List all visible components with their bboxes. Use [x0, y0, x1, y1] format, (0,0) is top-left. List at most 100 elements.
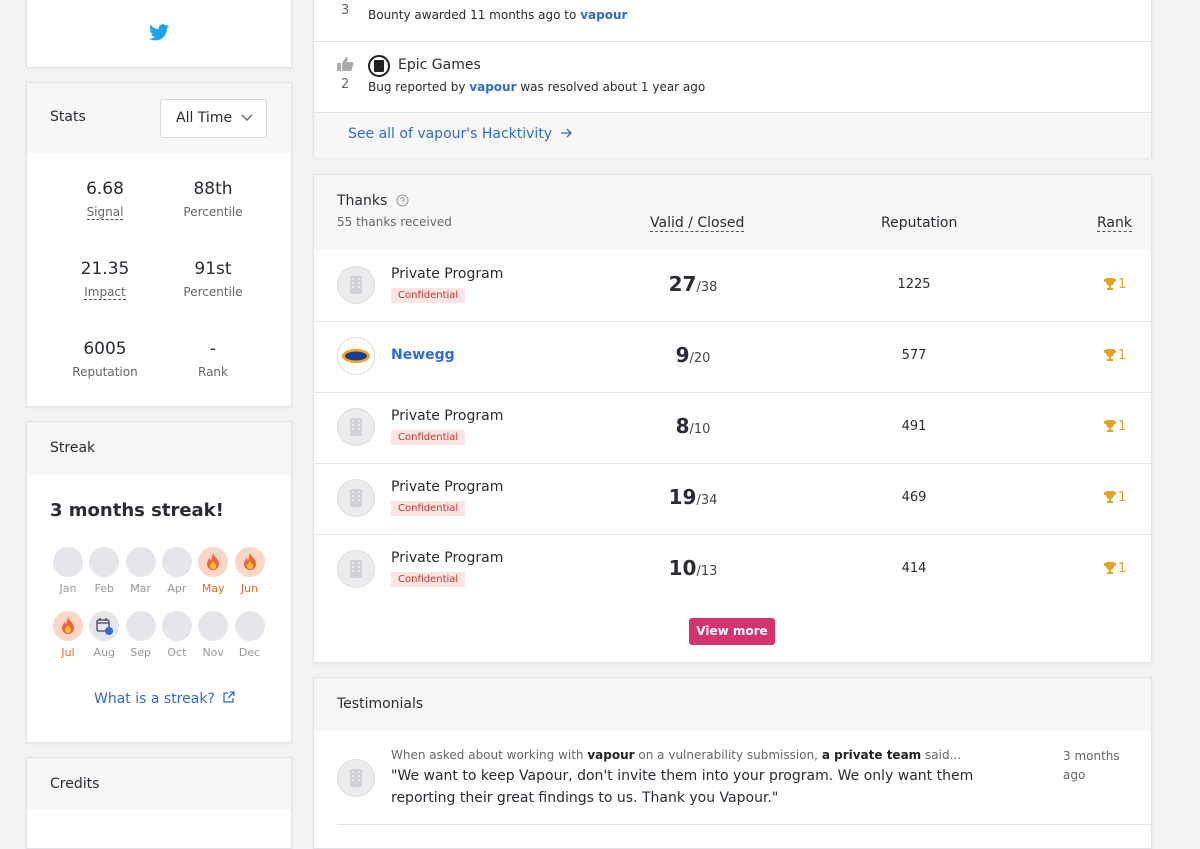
testimonial-quote: "We want to keep Vapour, don't invite th…	[391, 768, 974, 806]
trophy-icon	[1104, 349, 1116, 361]
filter-dropdown[interactable]: All Time	[160, 99, 267, 138]
month-label: Jul	[61, 646, 75, 659]
activity-text: Bounty awarded 11 months ago to vapour	[368, 8, 627, 22]
month-label: Aug	[93, 646, 116, 659]
divider	[314, 41, 1151, 42]
closed-count: /10	[689, 422, 711, 437]
month-label: Jun	[240, 582, 259, 595]
streak-help-link[interactable]: What is a streak?	[94, 691, 235, 707]
row-divider	[314, 321, 1151, 322]
streak-headline: 3 months streak!	[50, 500, 224, 521]
twitter-icon[interactable]	[149, 24, 169, 41]
hacktivity-card: 3 Bounty awarded 11 months ago to vapour…	[313, 0, 1152, 158]
stat-label: Impact	[84, 285, 126, 300]
valid-count: 8	[675, 414, 690, 438]
confidential-badge: Confidential	[391, 501, 466, 516]
month-badge	[53, 611, 83, 641]
author-avatar	[337, 759, 375, 797]
stat-value: 6005	[83, 339, 127, 359]
program-name: Private Program	[391, 408, 504, 424]
rank: 1	[1118, 419, 1127, 434]
valid-closed: 8/10	[623, 414, 763, 438]
row-divider	[314, 463, 1151, 464]
closed-count: /13	[696, 564, 718, 579]
text: Bounty awarded 11 months ago to	[368, 8, 577, 22]
valid-count: 10	[668, 556, 697, 580]
card-header	[27, 758, 291, 810]
trophy-icon	[1104, 420, 1116, 432]
month-badge	[89, 611, 120, 641]
program-avatar	[337, 266, 375, 304]
column-header: Reputation	[881, 215, 958, 231]
row-divider	[314, 392, 1151, 393]
card-title: Streak	[50, 440, 96, 456]
program-name: Private Program	[391, 550, 504, 566]
text: said...	[925, 748, 962, 762]
month-label: Sep	[130, 646, 151, 659]
thumb-icon	[337, 57, 354, 71]
reputation: 491	[901, 419, 927, 434]
valid-closed: 19/34	[623, 485, 763, 509]
stat: 91st Percentile	[153, 259, 273, 300]
closed-count: /20	[689, 351, 711, 366]
user-link[interactable]: vapour	[580, 8, 628, 22]
program-avatar	[337, 479, 375, 517]
stat-value: 21.35	[80, 259, 130, 279]
text: on a vulnerability submission,	[638, 748, 818, 762]
stat: 21.35 Impact	[45, 259, 165, 300]
stat: - Rank	[153, 339, 273, 380]
program-avatar	[337, 408, 375, 446]
month-label: Dec	[238, 646, 261, 659]
rank: 1	[1118, 561, 1127, 576]
page: Stats All Time 6.68 Signal 88th Percentile 2…	[26, 0, 1152, 849]
month-label: Oct	[167, 646, 187, 659]
month-label: Mar	[130, 582, 151, 595]
month-badge	[161, 611, 192, 641]
streak-card: Streak 3 months streak! What is a streak…	[26, 421, 292, 743]
month-label: Feb	[94, 582, 115, 595]
month-badge	[125, 547, 156, 577]
link-text: See all of vapour's Hacktivity	[348, 126, 553, 142]
card-subtitle: 55 thanks received	[337, 215, 452, 229]
valid-closed: 9/20	[623, 343, 763, 367]
program-name: Private Program	[391, 266, 504, 282]
trophy-icon	[1104, 491, 1116, 503]
help-icon[interactable]	[396, 194, 409, 207]
month-badge	[161, 547, 192, 577]
card-title: Credits	[50, 776, 100, 792]
rank: 1	[1118, 490, 1127, 505]
month-badge	[53, 547, 83, 577]
column-header: Rank	[1097, 215, 1132, 232]
valid-count: 19	[668, 485, 697, 509]
card-footer	[314, 112, 1151, 158]
bold-text: a private team	[821, 748, 922, 762]
closed-count: /34	[696, 493, 718, 508]
program-logo	[368, 55, 390, 77]
card-header	[314, 175, 1151, 250]
stat-value: 88th	[193, 179, 233, 199]
month-badge	[89, 547, 120, 577]
stat-label: Signal	[86, 205, 124, 220]
user-link[interactable]: vapour	[469, 80, 517, 94]
stat-value: 6.68	[86, 179, 124, 199]
testimonial-intro: When asked about working with vapour on …	[391, 748, 961, 762]
link-text: What is a streak?	[94, 691, 215, 707]
program-avatar	[337, 337, 375, 375]
month-badge	[198, 547, 229, 577]
stat: 6005 Reputation	[45, 339, 165, 380]
see-all-link[interactable]: See all of vapour's Hacktivity	[348, 126, 573, 142]
rank: 1	[1118, 348, 1127, 363]
stat: 88th Percentile	[153, 179, 273, 220]
text: When asked about working with	[391, 748, 584, 762]
stat-label: Reputation	[72, 365, 138, 379]
testimonial-time: 3 months ago	[1063, 749, 1120, 782]
text: Bug reported by	[368, 80, 466, 94]
stat-label: Percentile	[183, 205, 243, 219]
view-more-button[interactable]: View more	[689, 618, 775, 645]
program-avatar	[337, 550, 375, 588]
program-name[interactable]: Newegg	[391, 347, 455, 363]
stat-value: 91st	[194, 259, 232, 279]
month-badge	[125, 611, 156, 641]
confidential-badge: Confidential	[391, 430, 466, 445]
trophy-icon	[1104, 562, 1116, 574]
